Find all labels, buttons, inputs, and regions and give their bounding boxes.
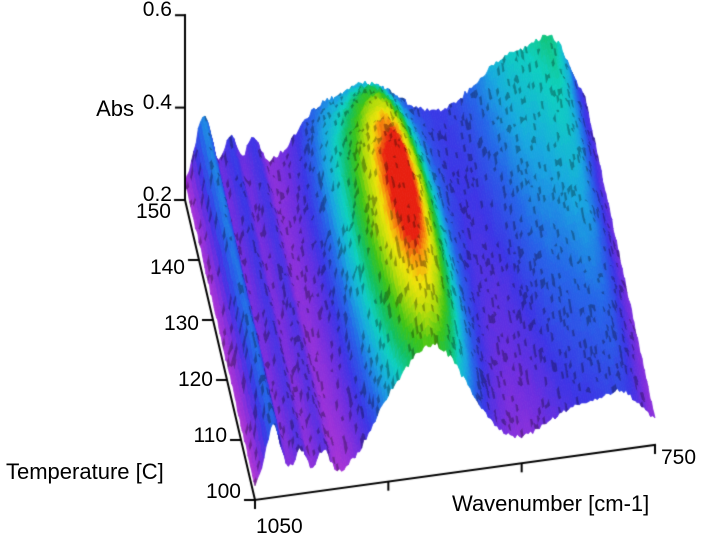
z-tick-label: 0.2	[142, 183, 172, 206]
y-tick-label: 110	[193, 424, 227, 447]
y-tick-label: 120	[177, 368, 213, 391]
z-tick-label: 0.6	[142, 0, 172, 22]
y-tick-label: 150	[135, 200, 171, 223]
z-tick-label: 0.4	[142, 90, 172, 114]
y-axis-title: Temperature [C]	[6, 459, 164, 484]
y-tick-label: 100	[205, 480, 241, 503]
y-tick-label: 140	[149, 256, 185, 279]
x-axis-title: Wavenumber [cm-1]	[452, 491, 650, 516]
z-axis-title: Abs	[96, 96, 134, 121]
y-tick-label: 130	[163, 312, 199, 335]
x-tick-label: 750	[661, 446, 697, 469]
x-tick-label: 1050	[256, 515, 303, 538]
